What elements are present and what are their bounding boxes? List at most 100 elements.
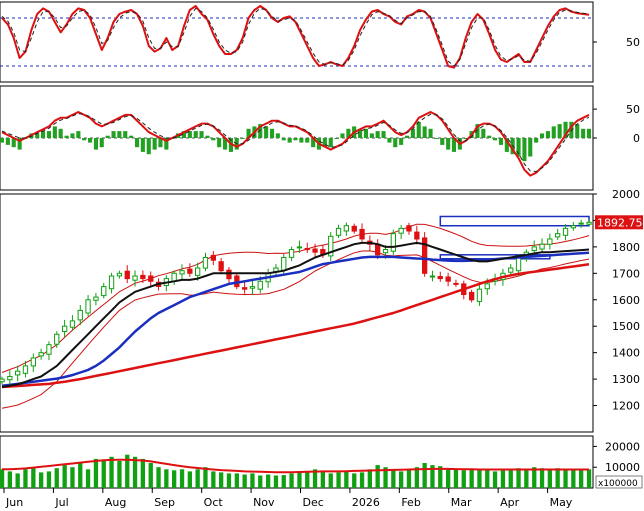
macd-histogram-bar [410,128,415,138]
macd-histogram-bar [334,138,339,139]
macd-histogram-bar [504,138,509,152]
candle-body [93,296,99,301]
volume-bar [516,468,521,488]
stochastic-series-0 [1,5,590,69]
macd-histogram-bar [46,131,51,138]
volume-bar [391,470,396,488]
stochastic-panel: 50 [0,1,640,83]
macd-histogram-bar [217,138,222,148]
macd-histogram-bar [228,138,233,152]
macd-histogram-bar [88,138,93,143]
macd-histogram-bar [311,138,316,148]
candle-body [406,225,412,232]
candle-body [187,268,193,274]
price-tick-label-1300: 1300 [612,373,640,386]
volume-bar [414,467,419,488]
volume-bar [250,473,255,488]
macd-histogram-bar [481,128,486,138]
macd-histogram-bar [5,138,10,145]
volume-bar [234,473,239,488]
volume-bar [579,469,584,488]
volume-bar [140,458,145,488]
macd-histogram-bar [557,124,562,138]
volume-bar [23,469,28,488]
resistance-box-0 [439,215,590,227]
candle-body [453,282,459,285]
volume-bar [273,475,279,488]
candle-body [46,344,52,355]
macd-histogram-bar [64,135,69,138]
macd-histogram-bar [264,126,269,138]
candle-body [539,243,545,250]
candle-body [437,276,443,280]
macd-histogram-bar [293,138,298,141]
candle-body [398,227,404,234]
candle-body [242,287,248,290]
candle-body [77,309,83,321]
macd-histogram-bar [152,138,157,150]
volume-bar [164,469,169,488]
macd-histogram-bar [246,128,251,138]
macd-histogram-bar [129,135,134,138]
candle-body [578,222,584,225]
x-tick-label-Jun: Jun [5,496,23,509]
volume-bar [477,469,482,488]
candle-body [414,231,420,240]
volume-bar [586,469,592,488]
candle-body [547,238,553,245]
volume-bar [15,473,20,488]
volume-scale-box [595,475,643,489]
macd-histogram-bar [534,138,539,143]
volume-bar [485,470,490,488]
x-tick-label-2026: 2026 [352,496,380,509]
candle-body [555,233,561,238]
macd-tick-label-0: 0 [633,132,640,145]
x-tick-label-Mar: Mar [451,496,472,509]
x-tick-label-Jul: Jul [54,496,68,509]
candle-body [140,274,146,280]
x-axis: Jun Jul Aug Sep Oct Nov Dec 2026 Feb Mar Apr May [3,488,573,509]
macd-series-0 [1,111,590,177]
candle-body [54,333,60,345]
volume-bar [352,473,357,488]
x-tick-label-Oct: Oct [204,496,224,509]
candle-body [108,275,115,290]
candle-body [343,225,350,232]
price-frame [0,193,594,433]
volume-bar [446,468,451,488]
price-tick-label-2000: 2000 [612,188,640,201]
volume-bar [54,468,59,488]
volume-bar [187,471,192,488]
volume-bar [422,463,427,488]
volume-bar [344,471,349,488]
macd-histogram-bar [193,131,198,138]
candle-body [484,283,490,290]
macd-histogram-bar [405,135,410,138]
volume-bar [70,467,75,488]
candle-body [101,286,107,297]
volume-bar [266,474,271,488]
volume-bar [469,469,474,488]
candle-body [257,280,263,290]
candle-body [179,270,185,275]
volume-bar [359,472,365,488]
volume-bar [78,463,83,488]
macd-histogram-bar [270,128,275,138]
candle-body [38,352,44,357]
volume-bar [195,469,200,488]
macd-histogram-bar [205,135,210,138]
x-tick-label-Apr: Apr [500,496,520,509]
volume-bar [219,472,224,488]
candle-body [30,357,37,367]
candle-body [22,365,29,374]
macd-histogram-bar [434,138,439,139]
macd-histogram-bar [381,131,386,138]
macd-histogram-bar [99,138,104,148]
volume-bar [125,454,130,488]
macd-histogram-bar [399,138,404,145]
macd-histogram-bar [428,128,433,138]
macd-histogram-bar [240,138,245,139]
last-price-label: 1892.750 [597,216,644,229]
